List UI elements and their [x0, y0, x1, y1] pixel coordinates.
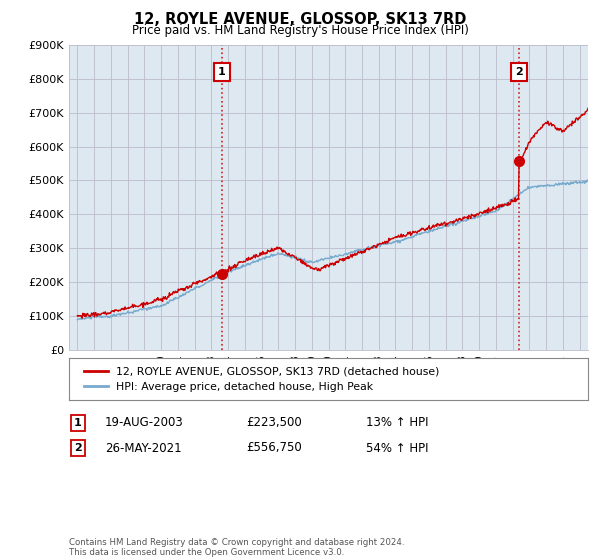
Text: 2: 2	[74, 443, 82, 453]
Text: 1: 1	[74, 418, 82, 428]
Text: 2: 2	[515, 67, 523, 77]
Text: £556,750: £556,750	[246, 441, 302, 455]
Text: 1: 1	[218, 67, 226, 77]
Text: Price paid vs. HM Land Registry's House Price Index (HPI): Price paid vs. HM Land Registry's House …	[131, 24, 469, 36]
Text: 19-AUG-2003: 19-AUG-2003	[105, 416, 184, 430]
Legend: 12, ROYLE AVENUE, GLOSSOP, SK13 7RD (detached house), HPI: Average price, detach: 12, ROYLE AVENUE, GLOSSOP, SK13 7RD (det…	[80, 362, 444, 396]
Text: Contains HM Land Registry data © Crown copyright and database right 2024.
This d: Contains HM Land Registry data © Crown c…	[69, 538, 404, 557]
Text: 26-MAY-2021: 26-MAY-2021	[105, 441, 182, 455]
Text: 54% ↑ HPI: 54% ↑ HPI	[366, 441, 428, 455]
Text: £223,500: £223,500	[246, 416, 302, 430]
Text: 13% ↑ HPI: 13% ↑ HPI	[366, 416, 428, 430]
Text: 12, ROYLE AVENUE, GLOSSOP, SK13 7RD: 12, ROYLE AVENUE, GLOSSOP, SK13 7RD	[134, 12, 466, 27]
